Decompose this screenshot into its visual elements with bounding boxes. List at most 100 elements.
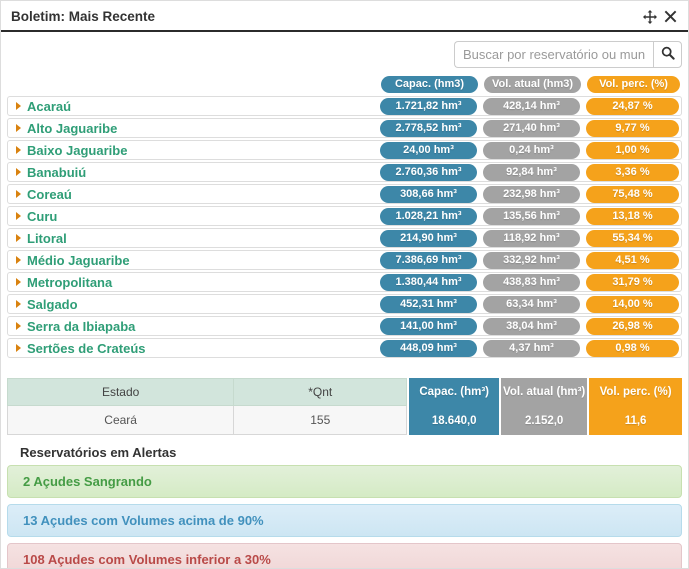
percent-value: 0,98 %: [586, 339, 679, 357]
list-column-headers: Capac. (hm3) Vol. atual (hm3) Vol. perc.…: [1, 72, 688, 96]
region-name: Baixo Jaguaribe: [27, 142, 128, 158]
summary-header-capacity: Capac. (hm³): [409, 378, 500, 406]
alert-label: 13 Açudes com Volumes acima de 90%: [23, 513, 264, 528]
volume-value: 38,04 hm³: [483, 317, 580, 335]
percent-value: 3,36 %: [586, 163, 679, 181]
region-name: Alto Jaguaribe: [27, 120, 118, 136]
percent-value: 31,79 %: [586, 273, 679, 291]
move-icon[interactable]: [643, 9, 657, 24]
summary-percent-value: 11,6: [589, 406, 683, 435]
search-row: [1, 32, 688, 72]
region-row[interactable]: Alto Jaguaribe 2.778,52 hm³ 271,40 hm³ 9…: [7, 118, 682, 138]
column-header-capacity: Capac. (hm3): [381, 76, 478, 93]
close-icon[interactable]: [664, 10, 678, 24]
region-name: Litoral: [27, 230, 67, 246]
capacity-value: 2.760,36 hm³: [380, 163, 477, 181]
region-name: Coreaú: [27, 186, 72, 202]
region-name: Curu: [27, 208, 58, 224]
panel-header: Boletim: Mais Recente: [1, 1, 688, 32]
alert-bar-success[interactable]: 2 Açudes Sangrando: [7, 465, 682, 498]
search-input[interactable]: [454, 41, 653, 68]
region-name: Médio Jaguaribe: [27, 252, 130, 268]
region-row[interactable]: Coreaú 308,66 hm³ 232,98 hm³ 75,48 %: [7, 184, 682, 204]
alert-label: 2 Açudes Sangrando: [23, 474, 152, 489]
volume-value: 135,56 hm³: [483, 207, 580, 225]
percent-value: 13,18 %: [586, 207, 679, 225]
region-row[interactable]: Metropolitana 1.380,44 hm³ 438,83 hm³ 31…: [7, 272, 682, 292]
capacity-value: 452,31 hm³: [380, 295, 477, 313]
region-list: Acaraú 1.721,82 hm³ 428,14 hm³ 24,87 % A…: [1, 96, 688, 358]
expand-arrow-icon: [16, 212, 21, 220]
volume-value: 92,84 hm³: [483, 163, 580, 181]
volume-value: 0,24 hm³: [483, 141, 580, 159]
expand-arrow-icon: [16, 124, 21, 132]
percent-value: 4,51 %: [586, 251, 679, 269]
region-name: Salgado: [27, 296, 78, 312]
region-row[interactable]: Sertões de Crateús 448,09 hm³ 4,37 hm³ 0…: [7, 338, 682, 358]
expand-arrow-icon: [16, 168, 21, 176]
region-row[interactable]: Banabuiú 2.760,36 hm³ 92,84 hm³ 3,36 %: [7, 162, 682, 182]
capacity-value: 1.028,21 hm³: [380, 207, 477, 225]
expand-arrow-icon: [16, 234, 21, 242]
alerts-section-title: Reservatórios em Alertas: [20, 445, 177, 460]
capacity-value: 24,00 hm³: [380, 141, 477, 159]
percent-value: 1,00 %: [586, 141, 679, 159]
expand-arrow-icon: [16, 256, 21, 264]
state-summary-table: Estado *Qnt Capac. (hm³) Vol. atual (hm³…: [7, 378, 683, 435]
volume-value: 232,98 hm³: [483, 185, 580, 203]
capacity-value: 141,00 hm³: [380, 317, 477, 335]
capacity-value: 214,90 hm³: [380, 229, 477, 247]
column-header-percent: Vol. perc. (%): [587, 76, 680, 93]
percent-value: 55,34 %: [586, 229, 679, 247]
volume-value: 4,37 hm³: [483, 339, 580, 357]
expand-arrow-icon: [16, 300, 21, 308]
region-row[interactable]: Acaraú 1.721,82 hm³ 428,14 hm³ 24,87 %: [7, 96, 682, 116]
volume-value: 428,14 hm³: [483, 97, 580, 115]
volume-value: 438,83 hm³: [483, 273, 580, 291]
region-row[interactable]: Curu 1.028,21 hm³ 135,56 hm³ 13,18 %: [7, 206, 682, 226]
region-name: Banabuiú: [27, 164, 87, 180]
percent-value: 26,98 %: [586, 317, 679, 335]
capacity-value: 7.386,69 hm³: [380, 251, 477, 269]
expand-arrow-icon: [16, 278, 21, 286]
region-row[interactable]: Serra da Ibiapaba 141,00 hm³ 38,04 hm³ 2…: [7, 316, 682, 336]
volume-value: 63,34 hm³: [483, 295, 580, 313]
expand-arrow-icon: [16, 322, 21, 330]
expand-arrow-icon: [16, 102, 21, 110]
summary-row: Ceará 155 18.640,0 2.152,0 11,6: [7, 406, 683, 435]
capacity-value: 1.721,82 hm³: [380, 97, 477, 115]
alerts-list: 2 Açudes Sangrando 13 Açudes com Volumes…: [1, 465, 688, 568]
capacity-value: 448,09 hm³: [380, 339, 477, 357]
summary-estado-value: Ceará: [7, 406, 235, 435]
region-row[interactable]: Baixo Jaguaribe 24,00 hm³ 0,24 hm³ 1,00 …: [7, 140, 682, 160]
summary-header-volume: Vol. atual (hm³): [501, 378, 588, 406]
summary-header-estado: Estado: [7, 378, 235, 406]
alert-label: 108 Açudes com Volumes inferior a 30%: [23, 552, 271, 567]
expand-arrow-icon: [16, 190, 21, 198]
region-row[interactable]: Salgado 452,31 hm³ 63,34 hm³ 14,00 %: [7, 294, 682, 314]
capacity-value: 2.778,52 hm³: [380, 119, 477, 137]
search-button[interactable]: [653, 41, 682, 68]
expand-arrow-icon: [16, 146, 21, 154]
percent-value: 75,48 %: [586, 185, 679, 203]
volume-value: 271,40 hm³: [483, 119, 580, 137]
summary-qnt-value: 155: [234, 406, 408, 435]
alert-bar-info[interactable]: 13 Açudes com Volumes acima de 90%: [7, 504, 682, 537]
page-title: Boletim: Mais Recente: [11, 9, 156, 24]
alert-bar-danger[interactable]: 108 Açudes com Volumes inferior a 30%: [7, 543, 682, 568]
expand-arrow-icon: [16, 344, 21, 352]
region-row[interactable]: Litoral 214,90 hm³ 118,92 hm³ 55,34 %: [7, 228, 682, 248]
region-name: Acaraú: [27, 98, 72, 114]
region-name: Sertões de Crateús: [27, 340, 146, 356]
summary-capacity-value: 18.640,0: [409, 406, 500, 435]
region-name: Serra da Ibiapaba: [27, 318, 136, 334]
region-row[interactable]: Médio Jaguaribe 7.386,69 hm³ 332,92 hm³ …: [7, 250, 682, 270]
summary-header-percent: Vol. perc. (%): [589, 378, 683, 406]
search-icon: [661, 46, 675, 63]
summary-volume-value: 2.152,0: [501, 406, 588, 435]
capacity-value: 1.380,44 hm³: [380, 273, 477, 291]
volume-value: 332,92 hm³: [483, 251, 580, 269]
percent-value: 24,87 %: [586, 97, 679, 115]
percent-value: 9,77 %: [586, 119, 679, 137]
